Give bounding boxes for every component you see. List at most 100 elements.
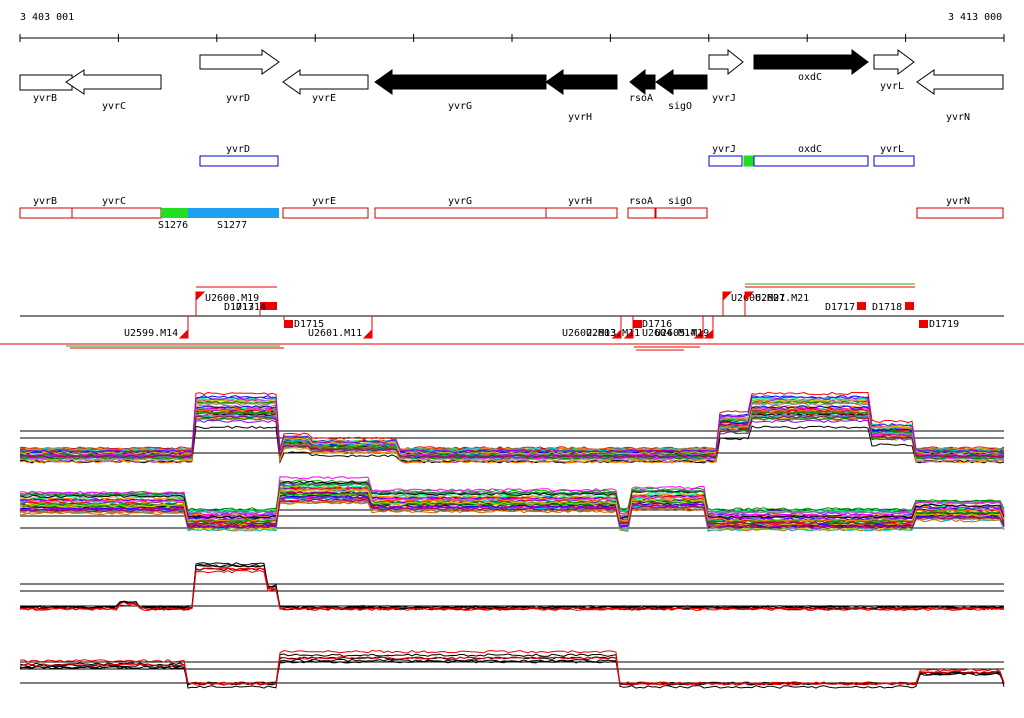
feature-U2606.M21[interactable]: U2606.M21 — [722, 291, 785, 316]
expression-trace — [19, 414, 1005, 454]
tu-yvrE[interactable]: yvrE — [282, 196, 369, 219]
feature-D1713[interactable]: D1713 — [224, 302, 269, 316]
segment-label: S1277 — [217, 220, 247, 231]
forward-tu-track: yvrD yvrJ oxdC yvrL — [199, 144, 915, 167]
gene-yvrG[interactable]: yvrG — [374, 69, 547, 112]
expression-panel-reverse-selected — [19, 649, 1005, 689]
feature-label: D1719 — [929, 319, 959, 330]
tu-label: yvrJ — [712, 144, 736, 155]
feature-label: D1715 — [294, 319, 324, 330]
expression-trace — [19, 396, 1005, 452]
gene-yvrJ[interactable]: yvrJ — [708, 48, 744, 104]
tu-label: sigO — [668, 196, 692, 207]
gene-label: yvrN — [946, 112, 970, 123]
tu-yvrG[interactable]: yvrG — [374, 196, 547, 219]
gene-yvrB[interactable]: yvrB — [19, 74, 73, 104]
gene-label: yvrD — [226, 93, 250, 104]
expression-trace — [20, 659, 1005, 686]
gene-label: yvrE — [312, 93, 336, 104]
reverse-tu-track: yvrB yvrC S1276 S1277 yvrE yvrG — [19, 196, 1004, 231]
feature-label: U2601.M11 — [308, 328, 362, 339]
gene-label: rsoA — [629, 93, 653, 104]
expression-trace — [19, 480, 1005, 519]
feature-D1718[interactable]: D1718 — [872, 302, 914, 313]
segment-label: S1276 — [158, 220, 188, 231]
tu-label: oxdC — [798, 144, 822, 155]
tu-label: yvrE — [312, 196, 336, 207]
gene-label: oxdC — [798, 72, 822, 83]
feature-U2599.M14[interactable]: U2599.M14 — [124, 316, 189, 339]
feature-label: D1716 — [642, 319, 672, 330]
feature-label: U2599.M14 — [124, 328, 178, 339]
expression-trace — [19, 417, 1005, 458]
feature-U2603.M11[interactable]: U2603.M11 — [586, 316, 640, 339]
tu-yvrD[interactable]: yvrD — [199, 144, 279, 167]
feature-label: D1714 — [236, 302, 266, 313]
expression-trace — [19, 564, 1005, 609]
tu-yvrB[interactable]: yvrB — [19, 196, 73, 219]
gene-yvrD[interactable]: yvrD — [199, 49, 280, 104]
gene-label: yvrC — [102, 101, 126, 112]
expression-trace — [19, 415, 1005, 459]
tu-label: yvrG — [448, 196, 472, 207]
expression-trace — [19, 488, 1005, 522]
tu-sigO[interactable]: sigO — [655, 196, 708, 219]
feature-U2607.M21[interactable]: U2607.M21 — [744, 291, 809, 316]
feature-label: U2602.M13 — [562, 328, 616, 339]
ruler-end-coordinate: 3 413 000 — [948, 12, 1003, 23]
tu-yvrL[interactable]: yvrL — [873, 144, 915, 167]
gene-yvrE[interactable]: yvrE — [282, 69, 369, 104]
gene-yvrN[interactable]: yvrN — [916, 69, 1004, 123]
tu-label: yvrC — [102, 196, 126, 207]
feature-U2601.M11[interactable]: U2601.M11 — [308, 316, 373, 339]
gene-label: yvrB — [33, 93, 57, 104]
tu-yvrC[interactable]: yvrC — [71, 196, 162, 219]
expression-trace — [19, 567, 1005, 610]
feature-D1716[interactable]: D1716 — [633, 319, 672, 330]
tu-yvrJ[interactable]: yvrJ — [708, 144, 743, 167]
gene-yvrC[interactable]: yvrC — [65, 69, 162, 112]
expression-trace — [19, 495, 1005, 530]
feature-U2605.M19[interactable]: U2605.M19 — [655, 316, 714, 339]
feature-D1719[interactable]: D1719 — [919, 319, 959, 330]
expression-trace — [19, 479, 1005, 514]
expression-panel-forward-selected — [19, 562, 1005, 612]
gene-yvrH[interactable]: yvrH — [545, 69, 618, 123]
feature-label: D1718 — [872, 302, 902, 313]
feature-U2604.M14[interactable]: U2604.M14 — [642, 316, 704, 339]
feature-label: U2605.M19 — [655, 328, 709, 339]
expression-trace — [19, 649, 1005, 686]
expression-trace — [19, 498, 1005, 529]
tu-label: yvrL — [880, 144, 904, 155]
segment-S1276[interactable]: S1276 — [158, 208, 188, 231]
expression-trace — [19, 482, 1005, 511]
expression-trace — [20, 563, 1005, 611]
tu-oxdC[interactable]: oxdC — [743, 144, 869, 167]
feature-D1715[interactable]: D1715 — [283, 316, 324, 330]
gene-label: yvrJ — [712, 93, 736, 104]
position-ruler — [19, 34, 1005, 42]
segment-S1277[interactable]: S1277 — [188, 208, 279, 231]
tu-label: yvrN — [946, 196, 970, 207]
feature-D1714[interactable]: D1714 — [236, 302, 277, 313]
gene-track: yvrB yvrC yvrD yvrE yvrG — [19, 48, 1004, 123]
feature-D1717[interactable]: D1717 — [825, 302, 866, 313]
tu-yvrH[interactable]: yvrH — [545, 196, 618, 219]
gene-sigO[interactable]: sigO — [655, 69, 708, 112]
gene-oxdC[interactable]: oxdC — [753, 49, 869, 83]
feature-label: D1713 — [224, 302, 254, 313]
feature-label: U2606.M21 — [731, 293, 785, 304]
gene-label: yvrH — [568, 112, 592, 123]
expression-trace — [19, 396, 1005, 453]
feature-U2602.M13[interactable]: U2602.M13 — [562, 316, 622, 339]
gene-rsoA[interactable]: rsoA — [629, 68, 656, 104]
tu-rsoA[interactable]: rsoA — [627, 196, 656, 219]
gene-yvrL[interactable]: yvrL — [873, 49, 915, 92]
feature-label: D1717 — [825, 302, 855, 313]
feature-U2600.M19[interactable]: U2600.M19 — [195, 291, 259, 316]
expression-trace — [19, 567, 1005, 611]
tu-yvrN[interactable]: yvrN — [916, 196, 1004, 219]
expression-trace — [19, 405, 1005, 455]
